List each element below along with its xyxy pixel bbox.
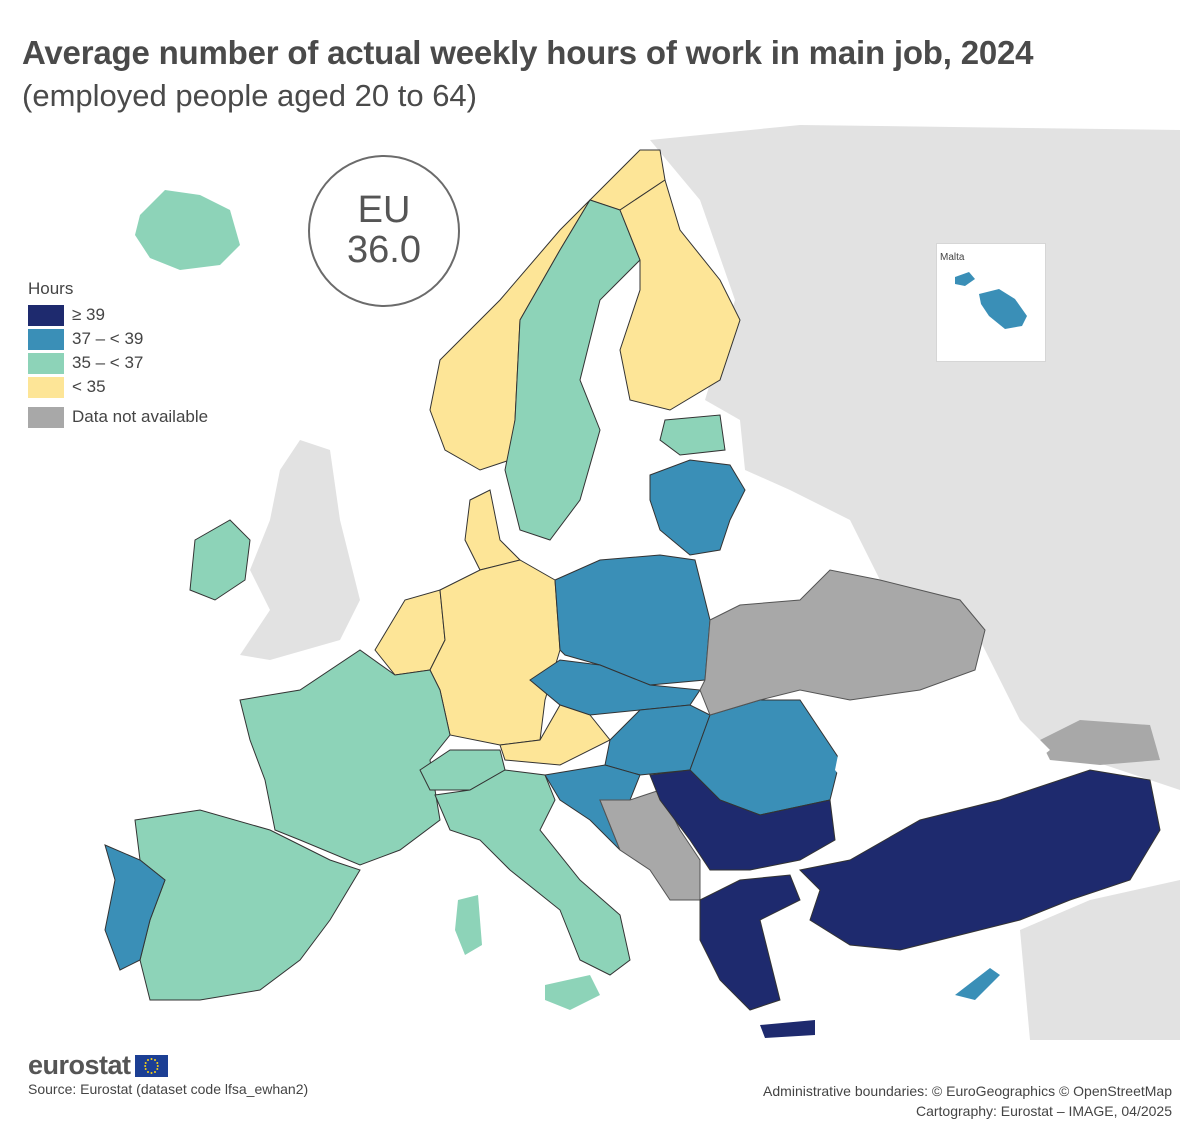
- malta-inset: Malta: [936, 243, 1046, 362]
- greece: [699, 874, 801, 1011]
- estonia: [659, 414, 726, 456]
- map-legend: Hours ≥ 39 37 – < 39 35 – < 37 < 35 Data…: [28, 279, 208, 429]
- inset-label: Malta: [940, 252, 965, 263]
- legend-swatch: [28, 328, 64, 350]
- ukraine-belarus: [699, 569, 986, 716]
- legend-swatch: [28, 376, 64, 398]
- austria: [499, 704, 611, 766]
- source-note: Source: Eurostat (dataset code lfsa_ewha…: [28, 1081, 309, 1097]
- cartography-credit: Cartography: Eurostat – IMAGE, 04/2025: [915, 1103, 1172, 1119]
- portugal: [104, 844, 166, 971]
- legend-label: 37 – < 39: [72, 329, 144, 348]
- crete: [760, 1020, 815, 1038]
- latvia-lithuania: [649, 459, 746, 556]
- malta-shape: [955, 272, 1027, 329]
- germany: [429, 559, 561, 746]
- legend-item-not-available: Data not available: [28, 405, 208, 429]
- legend-swatch: [28, 352, 64, 374]
- ireland: [189, 519, 251, 601]
- iceland: [135, 190, 240, 270]
- sicily: [545, 975, 600, 1010]
- legend-swatch: [28, 406, 64, 428]
- sardinia: [455, 895, 482, 955]
- legend-label: ≥ 39: [72, 305, 105, 324]
- eu-flag-icon: [134, 1054, 168, 1077]
- caucasus: [1040, 720, 1160, 765]
- legend-item: < 35: [28, 375, 208, 399]
- uk-region: [240, 440, 360, 660]
- eu-average-value: 36.0: [347, 229, 421, 271]
- legend-title: Hours: [28, 279, 74, 298]
- legend-label: 35 – < 37: [72, 353, 144, 372]
- legend-label: Data not available: [72, 407, 209, 426]
- denmark: [464, 489, 521, 571]
- legend-item: 35 – < 37: [28, 351, 208, 375]
- italy: [434, 769, 631, 976]
- eurostat-logo: eurostat: [28, 1050, 168, 1081]
- cyprus: [955, 968, 1000, 1000]
- eu-average-label: EU: [357, 189, 411, 232]
- boundaries-credit: Administrative boundaries: © EuroGeograp…: [763, 1083, 1172, 1099]
- bulgaria-serbia: [649, 769, 836, 871]
- western-balkans: [599, 789, 701, 901]
- map-credits: Administrative boundaries: © EuroGeograp…: [763, 1081, 1172, 1121]
- finland: [619, 179, 741, 411]
- turkey: [798, 769, 1161, 951]
- map-subtitle: (employed people aged 20 to 64): [22, 78, 477, 113]
- middle-east-region: [1020, 880, 1180, 1040]
- legend-item: ≥ 39: [28, 303, 208, 327]
- sweden: [504, 199, 641, 541]
- legend-label: < 35: [72, 377, 106, 396]
- black-sea: [835, 705, 1050, 810]
- russia-region: [650, 125, 1180, 790]
- map-title: Average number of actual weekly hours of…: [22, 34, 1034, 71]
- legend-swatch: [28, 304, 64, 326]
- legend-item: 37 – < 39: [28, 327, 208, 351]
- eu-average-badge: EU 36.0: [308, 155, 460, 307]
- eurostat-wordmark: eurostat: [28, 1050, 131, 1080]
